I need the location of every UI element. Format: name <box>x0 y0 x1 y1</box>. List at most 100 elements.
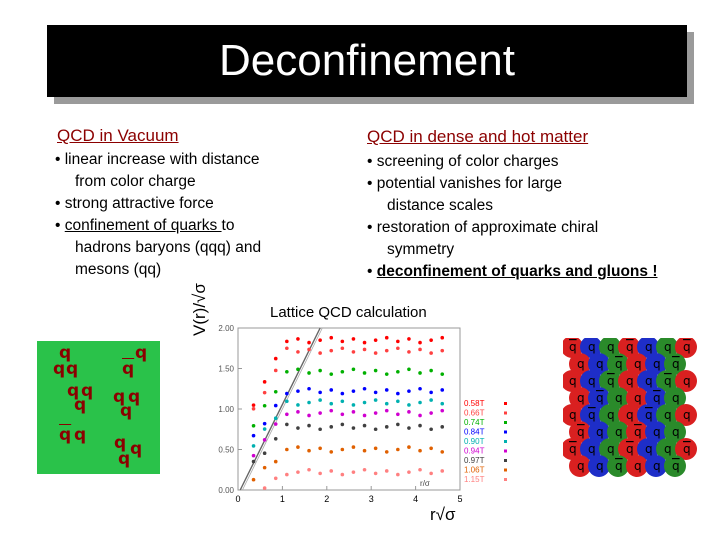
quark-glyph: q <box>607 442 615 456</box>
bullet: • linear increase with distance <box>55 151 260 168</box>
quark-glyph: q <box>664 408 672 422</box>
quark-glyph: q <box>645 408 653 422</box>
slide-title: Deconfinement <box>219 36 515 85</box>
color-charge-blob <box>675 404 697 426</box>
color-charge-blob <box>599 370 621 392</box>
quark-glyph: q <box>683 442 691 456</box>
data-point <box>296 389 300 393</box>
data-point <box>351 403 356 407</box>
data-point <box>251 406 256 411</box>
data-point <box>429 398 433 402</box>
x-tick-label: 2 <box>324 494 329 504</box>
data-point <box>396 399 400 404</box>
data-point <box>285 472 289 477</box>
data-point <box>318 338 322 342</box>
data-point <box>373 351 378 355</box>
data-point <box>429 446 433 451</box>
color-charge-blob <box>656 404 678 426</box>
color-charge-blob <box>563 370 583 392</box>
quark-glyph: q <box>588 408 596 422</box>
legend-label: 1.06T <box>464 466 485 475</box>
data-point <box>396 391 400 396</box>
color-charge-blob <box>645 421 667 443</box>
quark-glyph: q <box>615 357 623 371</box>
data-point <box>251 424 256 428</box>
color-charge-blob <box>580 438 602 460</box>
data-point <box>318 471 322 476</box>
data-point <box>329 372 334 376</box>
data-point <box>362 347 367 352</box>
data-point <box>440 388 445 392</box>
data-point <box>285 422 289 427</box>
data-point <box>373 390 378 395</box>
data-point <box>440 408 445 413</box>
data-point <box>396 339 400 344</box>
quark-glyph: q <box>569 340 577 354</box>
quark-glyph: q <box>615 459 623 473</box>
data-point <box>440 450 445 454</box>
data-point <box>340 399 345 404</box>
quark-glyph: q <box>577 357 585 371</box>
bullet-cont: mesons (qq) <box>75 261 162 278</box>
quark-glyph: q <box>588 340 596 354</box>
bullet: • screening of color charges <box>367 153 559 170</box>
data-point <box>340 346 345 351</box>
data-point <box>296 445 300 449</box>
data-point <box>351 367 356 372</box>
data-point <box>418 400 422 405</box>
data-point <box>318 368 322 373</box>
data-point <box>307 448 311 453</box>
data-point <box>296 403 300 407</box>
data-point <box>396 422 400 427</box>
quark-glyph: q <box>626 340 634 354</box>
data-point <box>440 372 445 376</box>
quark-glyph: q <box>653 357 661 371</box>
color-charge-blob <box>588 455 610 477</box>
color-charge-blob <box>645 353 667 375</box>
data-point <box>340 369 345 374</box>
data-point <box>362 413 367 418</box>
x-tick-label: 5 <box>457 494 462 504</box>
data-point <box>251 477 256 482</box>
quark-glyph: q <box>569 442 577 456</box>
bullet: • potential vanishes for large <box>367 175 562 192</box>
title-box <box>47 25 687 97</box>
quark-glyph: q <box>577 459 585 473</box>
data-point <box>418 340 422 345</box>
data-point <box>262 465 267 470</box>
data-point <box>351 389 356 393</box>
data-point <box>407 367 411 372</box>
data-point <box>429 338 433 342</box>
bullet-cont: hadrons baryons (qqq) and <box>75 239 262 256</box>
legend-marker <box>504 430 507 434</box>
data-point <box>351 350 356 354</box>
data-point <box>418 423 422 428</box>
data-point <box>307 467 311 472</box>
data-point <box>329 388 334 392</box>
x-tick-label: 4 <box>413 494 418 504</box>
color-charge-blob <box>626 421 648 443</box>
hadron-panel: q q q q q q q q q q q q q q q q <box>37 341 160 474</box>
color-charge-blob <box>618 338 640 358</box>
color-charge-blob <box>599 404 621 426</box>
data-point <box>285 391 289 396</box>
data-point <box>296 337 300 341</box>
quark-glyph: q <box>577 391 585 405</box>
data-point <box>262 427 267 431</box>
data-point <box>407 403 411 407</box>
quark-glyph: q <box>53 359 66 379</box>
quark-glyph: q <box>577 425 585 439</box>
legend-marker <box>504 468 507 472</box>
legend-label: 0.84T <box>464 428 485 437</box>
data-point <box>440 401 445 406</box>
data-point <box>373 368 378 373</box>
vacuum-bullets: • linear increase with distance from col… <box>55 149 345 281</box>
quark-glyph: q <box>59 343 72 363</box>
color-charge-blob <box>563 338 583 358</box>
legend-label: 0.94T <box>464 447 485 456</box>
quark-glyph: q <box>626 374 634 388</box>
data-point <box>396 447 400 452</box>
color-charge-blob <box>664 353 686 375</box>
data-point <box>262 380 267 384</box>
quark-glyph: q <box>74 425 87 445</box>
